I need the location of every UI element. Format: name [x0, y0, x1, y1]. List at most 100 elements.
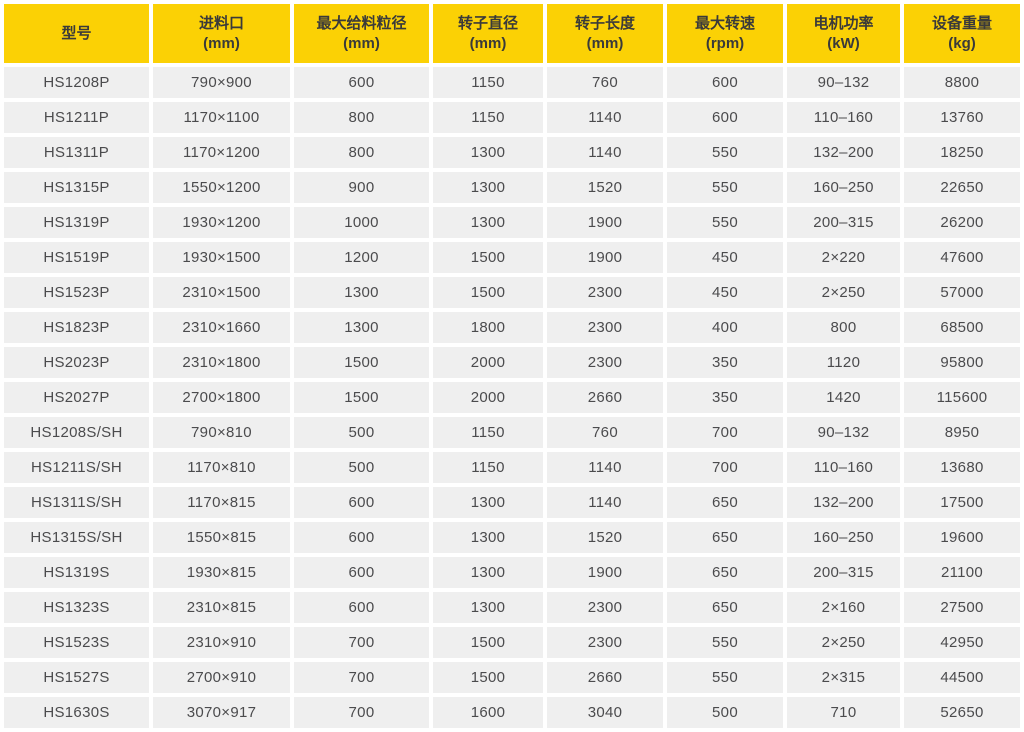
cell-motor-power: 90–132 — [787, 417, 900, 448]
cell-weight: 47600 — [904, 242, 1020, 273]
cell-rotor-diameter: 2000 — [433, 347, 543, 378]
cell-model: HS1323S — [4, 592, 149, 623]
cell-weight: 8950 — [904, 417, 1020, 448]
cell-max-feed-size: 600 — [294, 557, 429, 588]
cell-weight: 13760 — [904, 102, 1020, 133]
cell-rotor-diameter: 1600 — [433, 697, 543, 728]
table-row: HS1523S 2310×910 700 1500 2300 550 2×250 42950 — [4, 627, 1020, 658]
header-row: 型号 进料口 (mm) 最大给料粒径 (mm) 转子直径 (mm) 转子长度 (mm) … — [4, 4, 1020, 63]
cell-model: HS1523S — [4, 627, 149, 658]
cell-motor-power: 110–160 — [787, 102, 900, 133]
cell-feed-opening: 1170×815 — [153, 487, 290, 518]
table-row: HS1311P 1170×1200 800 1300 1140 550 132–200 182… — [4, 137, 1020, 168]
cell-max-feed-size: 900 — [294, 172, 429, 203]
cell-max-feed-size: 700 — [294, 627, 429, 658]
cell-model: HS1315P — [4, 172, 149, 203]
column-header-feed-opening: 进料口 (mm) — [153, 4, 290, 63]
table-row: HS1823P 2310×1660 1300 1800 2300 400 800 68500 — [4, 312, 1020, 343]
cell-weight: 68500 — [904, 312, 1020, 343]
cell-max-feed-size: 500 — [294, 452, 429, 483]
cell-model: HS1519P — [4, 242, 149, 273]
cell-motor-power: 2×220 — [787, 242, 900, 273]
cell-rotor-length: 1140 — [547, 137, 663, 168]
cell-rotor-diameter: 1300 — [433, 172, 543, 203]
table-row: HS1315S/SH 1550×815 600 1300 1520 650 160–250 1… — [4, 522, 1020, 553]
cell-model: HS1311P — [4, 137, 149, 168]
cell-motor-power: 2×160 — [787, 592, 900, 623]
cell-max-speed: 550 — [667, 207, 783, 238]
column-unit: (kg) — [948, 34, 976, 52]
cell-feed-opening: 2700×1800 — [153, 382, 290, 413]
cell-max-speed: 650 — [667, 522, 783, 553]
cell-rotor-length: 1520 — [547, 522, 663, 553]
cell-model: HS1311S/SH — [4, 487, 149, 518]
cell-max-speed: 650 — [667, 557, 783, 588]
table-row: HS1311S/SH 1170×815 600 1300 1140 650 132–200 1… — [4, 487, 1020, 518]
cell-feed-opening: 3070×917 — [153, 697, 290, 728]
table-row: HS1208S/SH 790×810 500 1150 760 700 90–132 8950 — [4, 417, 1020, 448]
table-row: HS1211P 1170×1100 800 1150 1140 600 110–160 137… — [4, 102, 1020, 133]
cell-rotor-length: 2300 — [547, 627, 663, 658]
cell-rotor-diameter: 1150 — [433, 452, 543, 483]
cell-rotor-diameter: 1300 — [433, 487, 543, 518]
cell-motor-power: 1120 — [787, 347, 900, 378]
cell-rotor-diameter: 1500 — [433, 662, 543, 693]
cell-rotor-length: 2660 — [547, 382, 663, 413]
cell-motor-power: 90–132 — [787, 67, 900, 98]
cell-rotor-diameter: 1150 — [433, 67, 543, 98]
cell-motor-power: 132–200 — [787, 487, 900, 518]
cell-weight: 44500 — [904, 662, 1020, 693]
cell-max-feed-size: 1500 — [294, 382, 429, 413]
cell-max-speed: 550 — [667, 172, 783, 203]
cell-model: HS1315S/SH — [4, 522, 149, 553]
cell-max-feed-size: 500 — [294, 417, 429, 448]
cell-rotor-length: 2300 — [547, 347, 663, 378]
cell-max-feed-size: 1200 — [294, 242, 429, 273]
cell-max-speed: 550 — [667, 137, 783, 168]
cell-feed-opening: 1550×1200 — [153, 172, 290, 203]
cell-weight: 52650 — [904, 697, 1020, 728]
table-row: HS1519P 1930×1500 1200 1500 1900 450 2×220 4760… — [4, 242, 1020, 273]
cell-weight: 8800 — [904, 67, 1020, 98]
column-unit: (mm) — [343, 34, 380, 52]
cell-weight: 22650 — [904, 172, 1020, 203]
cell-motor-power: 200–315 — [787, 207, 900, 238]
cell-feed-opening: 2310×1660 — [153, 312, 290, 343]
table-row: HS1319S 1930×815 600 1300 1900 650 200–315 2110… — [4, 557, 1020, 588]
table-row: HS1523P 2310×1500 1300 1500 2300 450 2×250 5700… — [4, 277, 1020, 308]
cell-rotor-length: 3040 — [547, 697, 663, 728]
cell-weight: 18250 — [904, 137, 1020, 168]
table-row: HS1211S/SH 1170×810 500 1150 1140 700 110–160 1… — [4, 452, 1020, 483]
cell-max-feed-size: 600 — [294, 67, 429, 98]
cell-rotor-diameter: 1300 — [433, 522, 543, 553]
cell-rotor-length: 2300 — [547, 277, 663, 308]
cell-rotor-diameter: 1300 — [433, 137, 543, 168]
cell-max-feed-size: 1500 — [294, 347, 429, 378]
cell-max-speed: 350 — [667, 347, 783, 378]
column-header-max-speed: 最大转速 (rpm) — [667, 4, 783, 63]
table-row: HS2023P 2310×1800 1500 2000 2300 350 1120 95800 — [4, 347, 1020, 378]
cell-max-feed-size: 600 — [294, 487, 429, 518]
cell-rotor-diameter: 1300 — [433, 557, 543, 588]
cell-rotor-length: 1520 — [547, 172, 663, 203]
cell-feed-opening: 790×900 — [153, 67, 290, 98]
cell-max-feed-size: 1300 — [294, 312, 429, 343]
column-unit: (rpm) — [705, 34, 745, 52]
table-row: HS1315P 1550×1200 900 1300 1520 550 160–250 226… — [4, 172, 1020, 203]
cell-rotor-length: 1900 — [547, 207, 663, 238]
cell-max-feed-size: 1300 — [294, 277, 429, 308]
cell-feed-opening: 1930×1200 — [153, 207, 290, 238]
column-header-weight: 设备重量 (kg) — [904, 4, 1020, 63]
cell-model: HS1211P — [4, 102, 149, 133]
cell-max-speed: 400 — [667, 312, 783, 343]
table-row: HS1630S 3070×917 700 1600 3040 500 710 52650 — [4, 697, 1020, 728]
column-header-motor-power: 电机功率 (kW) — [787, 4, 900, 63]
cell-feed-opening: 790×810 — [153, 417, 290, 448]
column-unit: (mm) — [586, 34, 624, 52]
cell-max-speed: 350 — [667, 382, 783, 413]
cell-model: HS2023P — [4, 347, 149, 378]
cell-motor-power: 1420 — [787, 382, 900, 413]
cell-rotor-length: 2300 — [547, 592, 663, 623]
cell-rotor-length: 760 — [547, 417, 663, 448]
